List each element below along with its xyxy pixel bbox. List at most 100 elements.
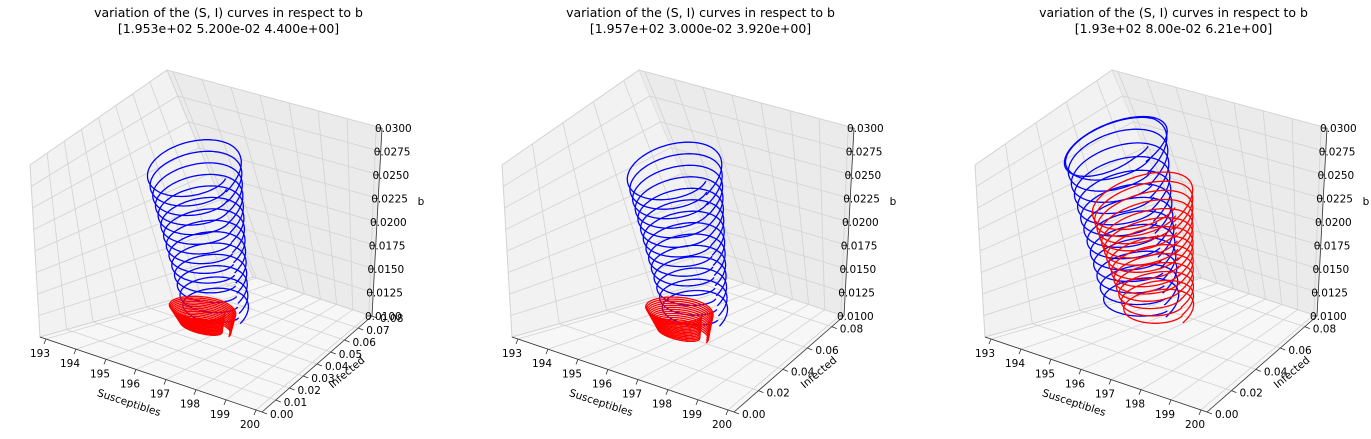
grid-line bbox=[119, 314, 304, 377]
trajectory-curve bbox=[646, 300, 713, 327]
y-tick bbox=[371, 315, 378, 319]
grid-line bbox=[714, 250, 846, 293]
grid-line bbox=[1170, 309, 1298, 401]
grid-line bbox=[974, 69, 1113, 166]
z-tick-label: 0.0225 bbox=[371, 194, 408, 206]
trajectory-curve bbox=[658, 278, 728, 317]
trajectory-curve bbox=[1093, 180, 1194, 238]
z-tick-label: 0.0175 bbox=[1314, 241, 1351, 253]
z-tick-label: 0.0300 bbox=[375, 123, 412, 135]
x-tick bbox=[1198, 409, 1202, 416]
grid-line bbox=[559, 323, 759, 392]
grid-line bbox=[692, 198, 848, 246]
x-tick-label: 195 bbox=[90, 368, 110, 380]
grid-line bbox=[1032, 323, 1232, 392]
grid-line bbox=[34, 173, 211, 252]
x-tick-label: 193 bbox=[502, 348, 522, 360]
z-tick-label: 0.0100 bbox=[1310, 311, 1347, 323]
grid-line bbox=[29, 69, 168, 166]
trajectory-curve bbox=[169, 297, 237, 323]
x-tick bbox=[1078, 369, 1082, 375]
x-tick bbox=[133, 369, 137, 375]
grid-line bbox=[649, 95, 853, 152]
y-tick bbox=[758, 390, 764, 394]
grid-line bbox=[505, 147, 672, 230]
chart-plot-area: 1931941951961971981992000.000.020.040.06… bbox=[501, 69, 897, 431]
trajectory-curve bbox=[168, 295, 237, 322]
z-tick-label: 0.0200 bbox=[370, 217, 407, 229]
trajectory-curve bbox=[645, 298, 714, 325]
z-tick-label: 0.0125 bbox=[366, 288, 403, 300]
grid-line bbox=[501, 69, 640, 166]
trajectory-curve bbox=[171, 300, 236, 326]
grid-line bbox=[510, 250, 715, 316]
trajectory-curve bbox=[1108, 235, 1194, 281]
y-tick bbox=[1280, 347, 1286, 351]
x-tick-label: 196 bbox=[1065, 378, 1085, 390]
x-tick bbox=[665, 389, 669, 395]
chart-title: variation of the (S, I) curves in respec… bbox=[945, 5, 1371, 37]
x-tick-label: 194 bbox=[532, 358, 552, 370]
chart-title-line1: variation of the (S, I) curves in respec… bbox=[1039, 5, 1308, 20]
trajectory-curve bbox=[1101, 207, 1194, 259]
grid-line bbox=[220, 198, 376, 246]
trajectory-curve bbox=[1118, 270, 1195, 310]
grid-line bbox=[547, 282, 745, 350]
grid-line bbox=[1200, 314, 1315, 411]
grid-line bbox=[166, 69, 383, 129]
x-tick-label: 196 bbox=[592, 378, 612, 390]
grid-line bbox=[504, 121, 661, 209]
grid-line bbox=[199, 291, 345, 341]
grid-line bbox=[511, 276, 726, 338]
trajectory-curve bbox=[146, 139, 242, 198]
grid-lines bbox=[29, 69, 383, 413]
grid-line bbox=[667, 304, 809, 391]
grid-line bbox=[242, 250, 374, 293]
trajectory-curve bbox=[1110, 244, 1194, 288]
y-tick bbox=[1255, 368, 1262, 372]
z-tick-label: 0.0250 bbox=[1318, 170, 1355, 182]
trajectory-curve bbox=[1120, 279, 1195, 317]
x-tick bbox=[253, 409, 257, 416]
y-tick bbox=[275, 399, 281, 403]
y-tick bbox=[807, 347, 813, 351]
trajectory-curve bbox=[642, 210, 725, 258]
x-tick-label: 194 bbox=[60, 358, 80, 370]
x-tick bbox=[988, 338, 992, 345]
grid-line bbox=[146, 306, 318, 365]
grid-line bbox=[177, 95, 381, 152]
x-tick bbox=[43, 338, 47, 345]
trajectory-curve bbox=[645, 221, 726, 268]
series-2-curves bbox=[1091, 171, 1195, 324]
y-tick-labels: 0.000.020.040.060.08 bbox=[733, 324, 863, 421]
grid-line bbox=[1079, 309, 1257, 370]
grid-line bbox=[508, 199, 693, 273]
trajectory-curve bbox=[647, 302, 713, 328]
x-tick bbox=[193, 389, 197, 395]
chart-title-line2: [1.957e+02 3.000e-02 3.920e+00] bbox=[589, 21, 812, 36]
x-tick-label: 200 bbox=[240, 419, 260, 431]
x-tick-labels: 193 194 195 196 197 198 199 200 bbox=[30, 338, 260, 431]
y-tick bbox=[831, 326, 837, 330]
y-tick-labels: 0.000.020.040.060.08 bbox=[1206, 324, 1336, 421]
z-tick-label: 0.0150 bbox=[1313, 264, 1350, 276]
trajectory-curve bbox=[648, 233, 726, 277]
grid-line bbox=[697, 309, 825, 401]
z-tick-label: 0.0125 bbox=[1311, 288, 1348, 300]
x-tick bbox=[1168, 399, 1172, 405]
x-tick-label: 196 bbox=[120, 378, 140, 390]
x-tick bbox=[103, 359, 107, 365]
z-tick-labels: 0.0100 0.0125 0.0150 0.0175 0.0200 0.0225 0.02… bbox=[365, 123, 412, 323]
z-tick-labels: 0.0100 0.0125 0.0150 0.0175 0.0200 0.0225 0.02… bbox=[1310, 123, 1357, 323]
chart-panel-3: variation of the (S, I) curves in respec… bbox=[945, 0, 1371, 439]
grid-line bbox=[33, 147, 200, 230]
z-tick-label: 0.0200 bbox=[1315, 217, 1352, 229]
y-tick bbox=[289, 387, 295, 391]
grid-line bbox=[226, 284, 359, 329]
series-2-curves bbox=[168, 295, 237, 338]
x-tick bbox=[575, 359, 579, 365]
grid-line bbox=[681, 173, 850, 223]
x-tick bbox=[725, 409, 729, 416]
x-tick-label: 193 bbox=[30, 348, 50, 360]
z-tick-label: 0.0275 bbox=[1319, 147, 1356, 159]
